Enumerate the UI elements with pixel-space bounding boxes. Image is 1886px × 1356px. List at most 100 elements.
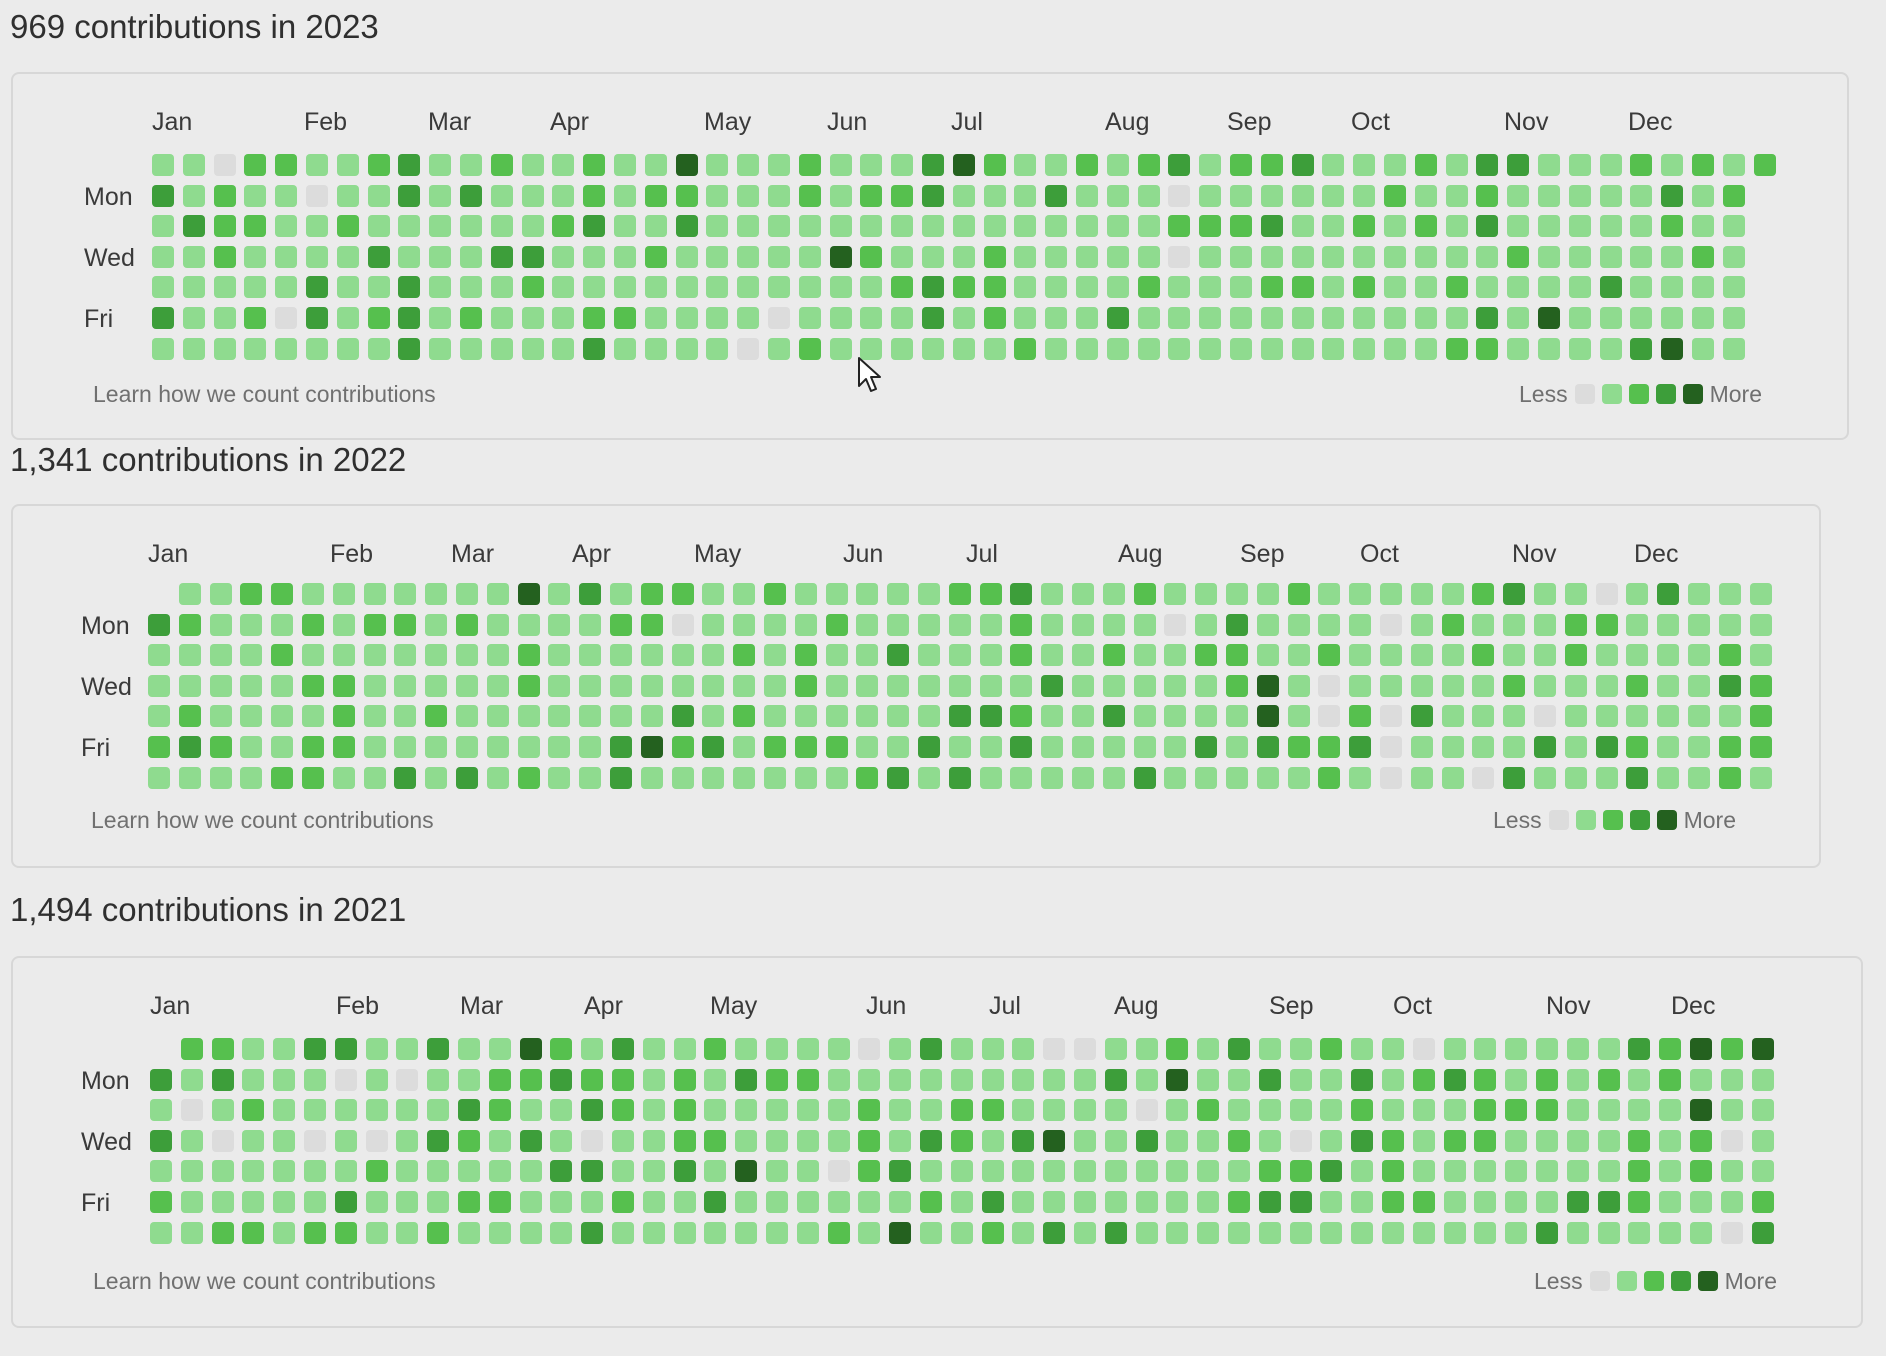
contribution-day-cell[interactable] xyxy=(211,1038,234,1060)
contribution-day-cell[interactable] xyxy=(1014,154,1037,176)
contribution-day-cell[interactable] xyxy=(244,276,267,299)
contribution-day-cell[interactable] xyxy=(1197,1129,1220,1152)
contribution-day-cell[interactable] xyxy=(1380,674,1402,697)
contribution-day-cell[interactable] xyxy=(1351,1160,1374,1183)
contribution-day-cell[interactable] xyxy=(1410,705,1433,728)
contribution-day-cell[interactable] xyxy=(612,1160,634,1183)
contribution-day-cell[interactable] xyxy=(1226,583,1248,605)
contribution-day-cell[interactable] xyxy=(1412,1129,1435,1152)
contribution-day-cell[interactable] xyxy=(979,705,1002,728)
contribution-day-cell[interactable] xyxy=(1287,674,1310,697)
contribution-day-cell[interactable] xyxy=(675,245,698,268)
contribution-day-cell[interactable] xyxy=(1722,215,1745,238)
contribution-day-cell[interactable] xyxy=(519,1038,542,1060)
contribution-day-cell[interactable] xyxy=(860,245,883,268)
contribution-day-cell[interactable] xyxy=(1318,736,1341,758)
contribution-day-cell[interactable] xyxy=(706,154,729,176)
contribution-day-cell[interactable] xyxy=(1751,1160,1774,1183)
contribution-day-cell[interactable] xyxy=(1258,1038,1281,1060)
contribution-day-cell[interactable] xyxy=(1014,215,1037,238)
contribution-day-cell[interactable] xyxy=(1199,337,1222,360)
contribution-day-cell[interactable] xyxy=(1076,307,1098,329)
contribution-day-cell[interactable] xyxy=(827,1160,850,1183)
contribution-day-cell[interactable] xyxy=(1287,736,1310,758)
contribution-day-cell[interactable] xyxy=(521,245,544,268)
contribution-day-cell[interactable] xyxy=(271,644,294,667)
contribution-day-cell[interactable] xyxy=(918,583,940,605)
contribution-day-cell[interactable] xyxy=(1074,1160,1096,1183)
contribution-day-cell[interactable] xyxy=(306,154,328,176)
contribution-day-cell[interactable] xyxy=(425,613,448,636)
contribution-day-cell[interactable] xyxy=(1472,736,1495,758)
contribution-day-cell[interactable] xyxy=(1228,1221,1250,1244)
contribution-day-cell[interactable] xyxy=(396,1129,419,1152)
contribution-day-cell[interactable] xyxy=(1012,1160,1035,1183)
contribution-day-cell[interactable] xyxy=(764,583,786,605)
learn-how-we-count-link[interactable]: Learn how we count contributions xyxy=(93,1268,436,1294)
contribution-day-cell[interactable] xyxy=(1599,154,1622,176)
contribution-day-cell[interactable] xyxy=(979,644,1002,667)
contribution-day-cell[interactable] xyxy=(733,736,756,758)
contribution-day-cell[interactable] xyxy=(180,1129,203,1152)
contribution-day-cell[interactable] xyxy=(733,705,756,728)
contribution-day-cell[interactable] xyxy=(1322,337,1345,360)
contribution-day-cell[interactable] xyxy=(486,674,509,697)
contribution-day-cell[interactable] xyxy=(581,1038,604,1060)
contribution-day-cell[interactable] xyxy=(1595,705,1618,728)
contribution-day-cell[interactable] xyxy=(1503,583,1526,605)
contribution-day-cell[interactable] xyxy=(178,674,201,697)
contribution-day-cell[interactable] xyxy=(1014,276,1037,299)
contribution-day-cell[interactable] xyxy=(733,613,756,636)
contribution-day-cell[interactable] xyxy=(456,644,478,667)
contribution-day-cell[interactable] xyxy=(1289,1221,1312,1244)
contribution-day-cell[interactable] xyxy=(1412,1221,1435,1244)
contribution-day-cell[interactable] xyxy=(1074,1191,1096,1213)
contribution-day-cell[interactable] xyxy=(737,245,760,268)
contribution-day-cell[interactable] xyxy=(1441,613,1464,636)
contribution-day-cell[interactable] xyxy=(1445,337,1468,360)
contribution-day-cell[interactable] xyxy=(825,644,848,667)
contribution-day-cell[interactable] xyxy=(1349,736,1372,758)
contribution-day-cell[interactable] xyxy=(148,766,170,789)
contribution-day-cell[interactable] xyxy=(612,1038,634,1060)
contribution-day-cell[interactable] xyxy=(152,215,174,238)
contribution-day-cell[interactable] xyxy=(1197,1160,1220,1183)
contribution-day-cell[interactable] xyxy=(180,1038,203,1060)
contribution-day-cell[interactable] xyxy=(363,644,386,667)
contribution-day-cell[interactable] xyxy=(583,215,606,238)
contribution-day-cell[interactable] xyxy=(271,736,294,758)
contribution-day-cell[interactable] xyxy=(1133,613,1156,636)
contribution-day-cell[interactable] xyxy=(735,1038,758,1060)
contribution-day-cell[interactable] xyxy=(1014,245,1037,268)
contribution-day-cell[interactable] xyxy=(550,1129,573,1152)
contribution-day-cell[interactable] xyxy=(334,1099,357,1122)
contribution-day-cell[interactable] xyxy=(552,215,575,238)
contribution-day-cell[interactable] xyxy=(640,705,663,728)
contribution-day-cell[interactable] xyxy=(981,1099,1004,1122)
contribution-day-cell[interactable] xyxy=(1320,1038,1343,1060)
contribution-day-cell[interactable] xyxy=(1045,245,1068,268)
contribution-day-cell[interactable] xyxy=(764,766,786,789)
contribution-day-cell[interactable] xyxy=(363,736,386,758)
contribution-day-cell[interactable] xyxy=(394,736,417,758)
contribution-day-cell[interactable] xyxy=(1256,674,1279,697)
contribution-day-cell[interactable] xyxy=(642,1038,665,1060)
contribution-day-cell[interactable] xyxy=(796,1129,819,1152)
contribution-day-cell[interactable] xyxy=(1441,644,1464,667)
contribution-day-cell[interactable] xyxy=(394,583,417,605)
contribution-day-cell[interactable] xyxy=(1168,215,1191,238)
contribution-day-cell[interactable] xyxy=(610,644,632,667)
contribution-day-cell[interactable] xyxy=(425,766,448,789)
contribution-day-cell[interactable] xyxy=(1628,1099,1651,1122)
contribution-day-cell[interactable] xyxy=(983,184,1006,207)
contribution-day-cell[interactable] xyxy=(671,736,694,758)
contribution-day-cell[interactable] xyxy=(579,736,602,758)
contribution-day-cell[interactable] xyxy=(1657,583,1680,605)
contribution-day-cell[interactable] xyxy=(1226,674,1248,697)
contribution-day-cell[interactable] xyxy=(1753,154,1776,176)
contribution-day-cell[interactable] xyxy=(981,1038,1004,1060)
contribution-day-cell[interactable] xyxy=(1349,766,1372,789)
contribution-day-cell[interactable] xyxy=(920,1221,942,1244)
contribution-day-cell[interactable] xyxy=(829,276,852,299)
contribution-day-cell[interactable] xyxy=(302,644,324,667)
